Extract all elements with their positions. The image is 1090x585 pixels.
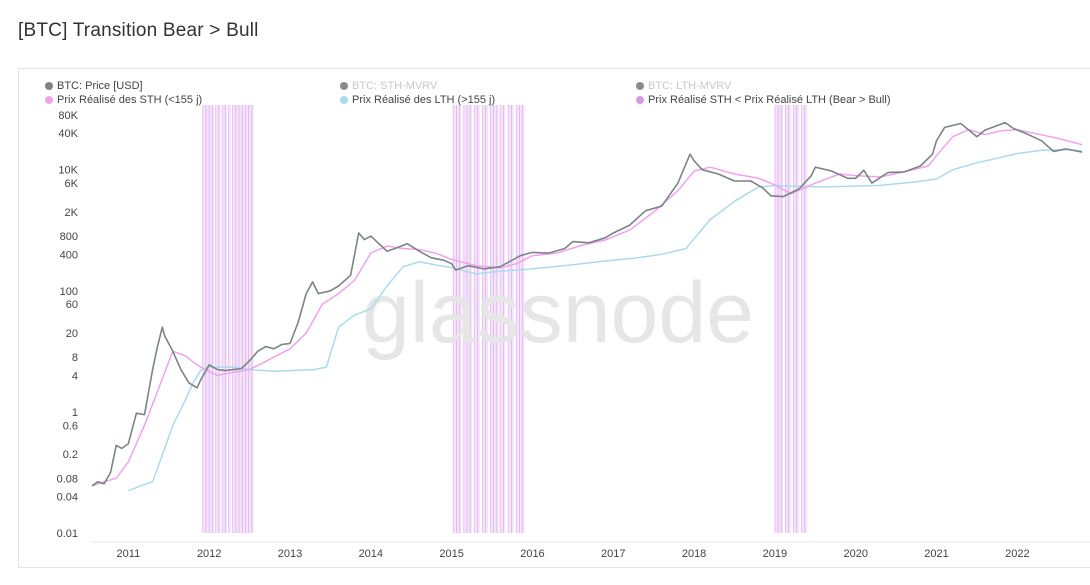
band-15	[793, 105, 800, 533]
x-tick-label: 2022	[1005, 548, 1029, 560]
x-tick-label: 2014	[359, 548, 383, 560]
legend-item-lth-mvrv[interactable]: BTC: LTH-MVRV	[636, 80, 731, 92]
watermark: glassnode	[362, 265, 754, 361]
legend-dot-bear-bull	[636, 96, 644, 104]
x-axis: 2011 2012 2013 2014 2015 2016 2017 2018 2019 2020…	[92, 541, 1090, 560]
y-tick-label: 40K	[58, 128, 78, 140]
legend-label-sth-realized: Prix Réalisé des STH (<155 j)	[57, 94, 203, 106]
legend-item-bear-bull[interactable]: Prix Réalisé STH < Prix Réalisé LTH (Bea…	[636, 94, 890, 106]
y-tick-label: 60	[66, 299, 78, 311]
x-tick-label: 2013	[278, 548, 302, 560]
page-title: [BTC] Transition Bear > Bull	[18, 20, 259, 41]
band-3	[228, 105, 232, 533]
legend-item-sth-realized[interactable]: Prix Réalisé des STH (<155 j)	[45, 94, 202, 106]
y-tick-label: 4	[72, 370, 78, 382]
legend-label-lth-realized: Prix Réalisé des LTH (>155 j)	[352, 94, 496, 106]
series-lines	[91, 121, 1083, 492]
legend-dot-lth-realized	[340, 96, 348, 104]
x-tick-label: 2021	[924, 548, 948, 560]
x-tick-label: 2018	[682, 548, 706, 560]
legend-dot-sth-mvrv	[340, 82, 348, 90]
x-tick-label: 2017	[601, 548, 625, 560]
x-tick-label: 2019	[763, 548, 787, 560]
band-12	[516, 105, 525, 533]
chart-panel	[18, 68, 1090, 568]
band-10	[500, 105, 505, 533]
y-tick-label: 0.08	[57, 473, 78, 485]
y-tick-label: 8	[72, 352, 78, 364]
series-line-0	[91, 121, 1083, 487]
y-tick-label: 800	[60, 231, 78, 243]
x-tick-label: 2012	[197, 548, 221, 560]
y-tick-label: 2K	[65, 207, 79, 219]
band-5	[453, 105, 462, 533]
y-tick-label: 400	[60, 249, 78, 261]
legend-item-lth-realized[interactable]: Prix Réalisé des LTH (>155 j)	[340, 94, 495, 106]
legend-item-price[interactable]: BTC: Price [USD]	[45, 80, 143, 92]
chart-legend: BTC: Price [USD] BTC: STH-MVRV BTC: LTH-…	[45, 80, 945, 108]
y-tick-label: 80K	[58, 110, 78, 122]
x-tick-label: 2015	[439, 548, 463, 560]
legend-label-price: BTC: Price [USD]	[57, 80, 143, 92]
y-tick-label: 20	[66, 328, 78, 340]
legend-label-bear-bull: Prix Réalisé STH < Prix Réalisé LTH (Bea…	[648, 94, 891, 106]
legend-label-sth-mvrv: BTC: STH-MVRV	[352, 80, 438, 92]
band-7	[474, 105, 480, 533]
y-tick-label: 6K	[65, 178, 79, 190]
y-tick-label: 1	[72, 407, 78, 419]
legend-label-lth-mvrv: BTC: LTH-MVRV	[648, 80, 732, 92]
y-tick-label: 100	[60, 286, 78, 298]
y-tick-label: 0.2	[63, 449, 78, 461]
y-tick-label: 0.04	[57, 492, 78, 504]
x-tick-label: 2020	[843, 548, 867, 560]
band-1	[215, 105, 221, 533]
band-14	[785, 105, 792, 533]
y-tick-label: 0.01	[57, 528, 78, 540]
x-tick-label: 2016	[520, 548, 544, 560]
legend-item-sth-mvrv[interactable]: BTC: STH-MVRV	[340, 80, 437, 92]
x-tick-label: 2011	[117, 548, 141, 560]
legend-dot-price	[45, 82, 53, 90]
y-tick-label: 10K	[58, 165, 78, 177]
band-4	[232, 105, 254, 533]
bear-bull-bands	[202, 105, 808, 533]
band-13	[774, 105, 783, 533]
band-11	[508, 105, 514, 533]
y-tick-label: 0.6	[63, 420, 78, 432]
band-6	[463, 105, 472, 533]
band-8	[482, 105, 488, 533]
legend-dot-sth-realized	[45, 96, 53, 104]
band-0	[202, 105, 215, 533]
band-16	[801, 105, 808, 533]
band-9	[490, 105, 499, 533]
series-line-1	[91, 128, 1083, 487]
band-2	[222, 105, 227, 533]
legend-dot-lth-mvrv	[636, 82, 644, 90]
